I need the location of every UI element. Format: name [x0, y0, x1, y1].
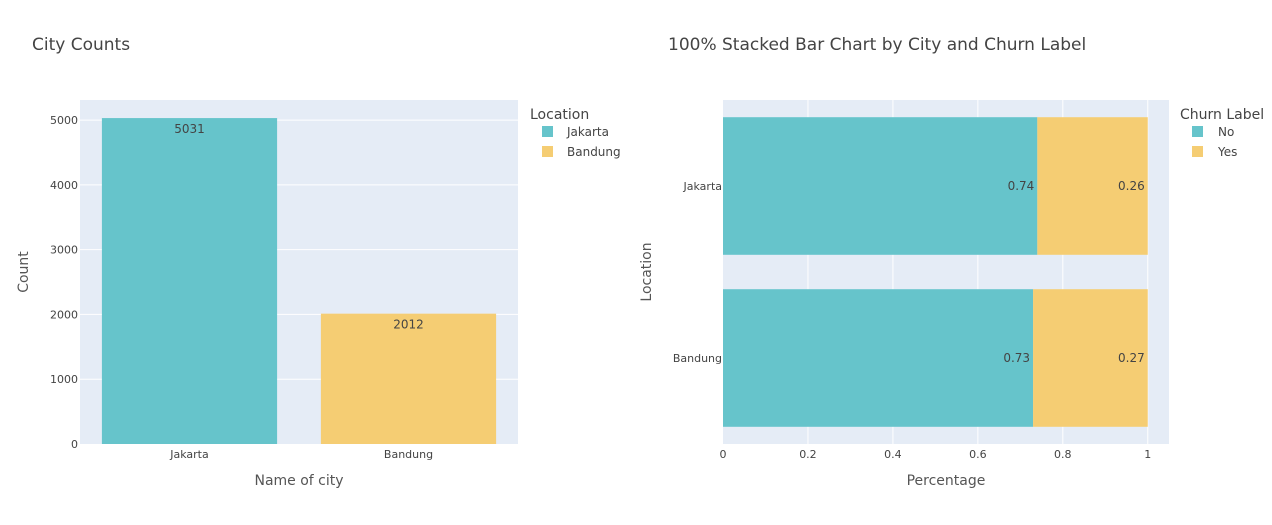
- legend-swatch-no[interactable]: [1192, 126, 1203, 137]
- city-counts-chart: City Counts 0 1000 2000 3000 4000 5000 5031 20…: [16, 35, 621, 489]
- y-ticks-left: 0 1000 2000 3000 4000 5000: [50, 114, 78, 451]
- legend-swatch-yes[interactable]: [1192, 146, 1203, 157]
- y-tick-label: 5000: [50, 114, 78, 127]
- bars-right: 0.74 0.26 0.73 0.27: [723, 117, 1148, 427]
- legend-label-no[interactable]: No: [1218, 125, 1234, 139]
- y-axis-title-left: Count: [16, 251, 32, 293]
- x-axis-title-right: Percentage: [907, 473, 986, 489]
- y-ticks-right: Jakarta Bandung: [673, 180, 722, 365]
- legend-label-yes[interactable]: Yes: [1217, 145, 1237, 159]
- bar-value-label: 0.27: [1118, 351, 1145, 365]
- x-ticks-left: Jakarta Bandung: [169, 448, 433, 461]
- x-tick-label: 0.2: [799, 448, 817, 461]
- bar-value-label: 0.74: [1008, 179, 1035, 193]
- legend-swatch-bandung[interactable]: [542, 146, 553, 157]
- legend-title-location: Location: [530, 107, 589, 123]
- bar-bandung-no[interactable]: [723, 289, 1034, 427]
- x-tick-label: Bandung: [384, 448, 433, 461]
- y-tick-label: Bandung: [673, 352, 722, 365]
- y-tick-label: 2000: [50, 308, 78, 321]
- y-tick-label: 3000: [50, 244, 78, 257]
- legend-label-jakarta[interactable]: Jakarta: [566, 125, 609, 139]
- bar-value-label: 2012: [393, 318, 424, 332]
- bar-value-label: 0.26: [1118, 179, 1145, 193]
- bar-jakarta[interactable]: [101, 118, 278, 444]
- x-tick-label: 0.4: [884, 448, 902, 461]
- x-axis-title-left: Name of city: [254, 473, 343, 489]
- x-tick-label: 0.8: [1054, 448, 1072, 461]
- y-tick-label: Jakarta: [683, 180, 722, 193]
- bar-bandung-yes[interactable]: [1033, 289, 1148, 427]
- bar-jakarta-no[interactable]: [723, 117, 1038, 255]
- churn-stacked-chart: 100% Stacked Bar Chart by City and Churn…: [639, 35, 1264, 489]
- legend-swatch-jakarta[interactable]: [542, 126, 553, 137]
- x-tick-label: Jakarta: [169, 448, 208, 461]
- x-tick-label: 1: [1144, 448, 1151, 461]
- chart-title-city-counts: City Counts: [32, 35, 130, 55]
- bar-bandung[interactable]: [320, 313, 497, 444]
- legend-churn-label[interactable]: Churn Label No Yes: [1180, 107, 1264, 159]
- y-tick-label: 1000: [50, 373, 78, 386]
- bar-value-label: 5031: [174, 122, 205, 136]
- y-tick-label: 4000: [50, 179, 78, 192]
- bars-left: 5031 2012: [101, 118, 497, 444]
- x-tick-label: 0.6: [969, 448, 987, 461]
- legend-label-bandung[interactable]: Bandung: [567, 145, 621, 159]
- x-tick-label: 0: [720, 448, 727, 461]
- y-axis-title-right: Location: [639, 242, 655, 301]
- chart-title-churn: 100% Stacked Bar Chart by City and Churn…: [668, 35, 1086, 55]
- y-tick-label: 0: [71, 438, 78, 451]
- x-ticks-right: 0 0.2 0.4 0.6 0.8 1: [720, 448, 1152, 461]
- legend-title-churn: Churn Label: [1180, 107, 1264, 123]
- bar-jakarta-yes[interactable]: [1037, 117, 1148, 255]
- legend-location[interactable]: Location Jakarta Bandung: [530, 107, 621, 159]
- bar-value-label: 0.73: [1003, 351, 1030, 365]
